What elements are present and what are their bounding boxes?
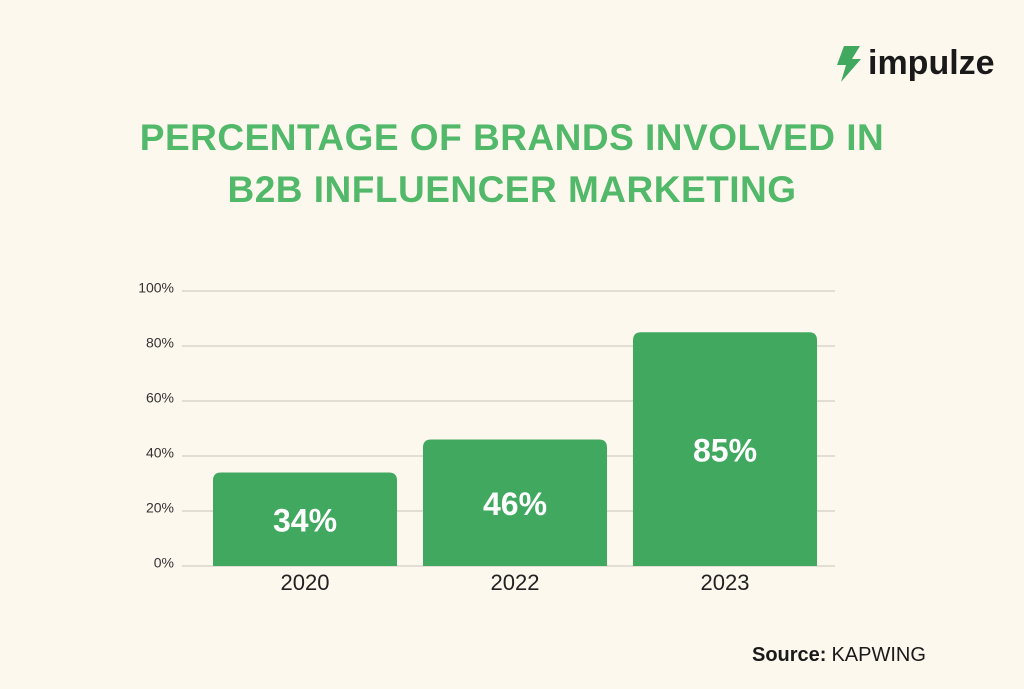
- value-label: 34%: [273, 503, 337, 539]
- y-tick-label: 20%: [146, 500, 174, 516]
- x-tick-label: 2022: [491, 570, 540, 595]
- value-label: 85%: [693, 433, 757, 469]
- y-tick-label: 100%: [138, 280, 174, 296]
- source: Source: KAPWING: [752, 644, 926, 667]
- y-tick-label: 40%: [146, 445, 174, 461]
- value-label: 46%: [483, 486, 547, 522]
- y-tick-label: 60%: [146, 390, 174, 406]
- bar: [423, 439, 607, 566]
- source-label: Source:: [752, 644, 827, 666]
- x-tick-label: 2023: [701, 570, 750, 595]
- logo-icon: [837, 45, 861, 82]
- y-tick-label: 80%: [146, 335, 174, 351]
- y-tick-label: 0%: [154, 555, 174, 571]
- source-text: KAPWING: [831, 644, 926, 666]
- logo: impulze: [836, 44, 995, 83]
- x-tick-label: 2020: [281, 570, 330, 595]
- logo-text: impulze: [868, 44, 995, 82]
- bar: [633, 332, 817, 566]
- bar: [213, 472, 397, 566]
- chart-title: PERCENTAGE OF BRANDS INVOLVED IN B2B INF…: [139, 117, 885, 210]
